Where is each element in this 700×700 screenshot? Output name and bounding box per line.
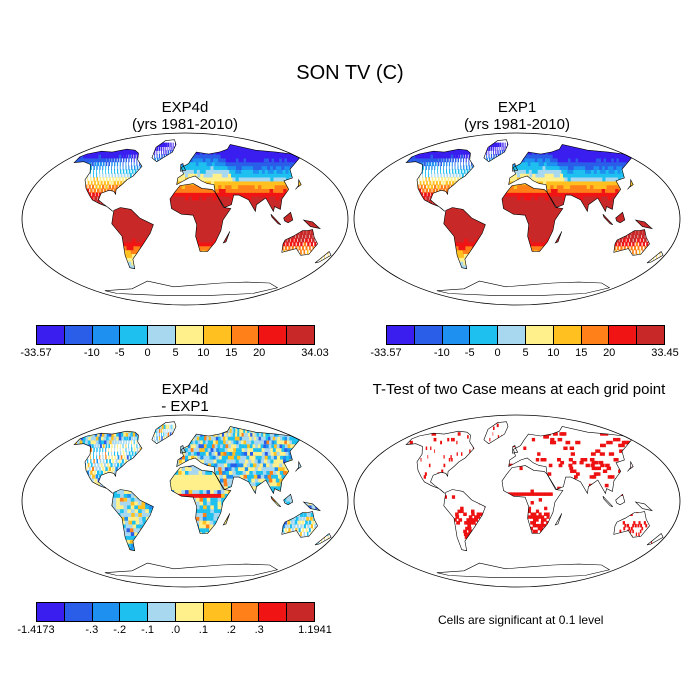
coastline-outline: [405, 139, 664, 296]
colorbar-tick-label: -5: [114, 347, 125, 359]
colorbar-tick-label: -.1: [141, 624, 155, 636]
colorbar-tick-label: 10: [197, 347, 210, 359]
panel-2-title: EXP1 (yrs 1981-2010): [352, 99, 682, 133]
colorbar-tick-label: .0: [170, 624, 181, 636]
colorbar-exp4d: [36, 325, 315, 345]
colorbar-exp1: [386, 325, 665, 345]
colorbar-swatch: [287, 326, 314, 344]
colorbar-tick-label: 10: [547, 347, 560, 359]
colorbar-swatch: [231, 326, 260, 344]
map-difference: [21, 414, 349, 588]
colorbar-swatch: [387, 326, 415, 344]
colorbar-tick-label: 20: [253, 347, 266, 359]
colorbar-swatch: [92, 326, 121, 344]
colorbar-tick-label: -.3: [85, 624, 99, 636]
colorbar-swatch: [64, 326, 93, 344]
colorbar-swatch: [498, 326, 526, 344]
colorbar-tick-label: -33.57: [370, 347, 402, 359]
colorbar-tick-label: 5: [522, 347, 529, 359]
colorbar-tick-label: -10: [83, 347, 100, 359]
panel-4-title: T-Test of two Case means at each grid po…: [342, 381, 696, 398]
land-fill: [74, 142, 332, 277]
map-exp1: [353, 132, 681, 306]
panel-4-title-line1: T-Test of two Case means at each grid po…: [372, 381, 666, 398]
colorbar-tick-label: .3: [254, 624, 264, 636]
colorbar-tick-label: 0: [494, 347, 501, 359]
colorbar-swatch: [553, 326, 582, 344]
colorbar-tick-label: -1.4173: [17, 624, 55, 636]
colorbar-difference-labels: -1.4173 -.3 -.2 -.1 .0 .1 .2 .3 1.1941: [17, 624, 331, 638]
map-border: [21, 414, 349, 588]
colorbar-swatch: [470, 326, 499, 344]
colorbar-exp1-labels: -33.57 -10 -5 0 5 10 15 20 33.45: [370, 347, 678, 361]
coastline-outline: [405, 421, 664, 578]
colorbar-tick-label: 0: [144, 347, 151, 359]
panel-2-title-line2: (yrs 1981-2010): [464, 116, 570, 133]
colorbar-tick-label: -.2: [113, 624, 127, 636]
significance-note: Cells are significant at 0.1 level: [438, 613, 604, 627]
coastline-outline: [73, 421, 332, 578]
panel-2-title-line1: EXP1: [497, 99, 537, 116]
colorbar-tick-label: 34.03: [301, 347, 329, 359]
map-ttest: [353, 414, 681, 588]
colorbar-swatch: [637, 326, 664, 344]
colorbar-tick-label: 15: [575, 347, 588, 359]
colorbar-tick-label: 1.1941: [298, 624, 332, 636]
map-exp4d: [21, 132, 349, 306]
colorbar-swatch: [148, 326, 176, 344]
colorbar-swatch: [442, 326, 471, 344]
colorbar-exp4d-labels: -33.57 -10 -5 0 5 10 15 20 34.03: [20, 347, 328, 361]
colorbar-swatch: [287, 603, 314, 621]
panel-3-title: EXP4d - EXP1: [20, 381, 350, 415]
map-border: [21, 132, 349, 306]
colorbar-difference: [36, 602, 315, 622]
colorbar-tick-label: 15: [225, 347, 238, 359]
colorbar-swatch: [203, 326, 232, 344]
colorbar-swatch: [64, 603, 93, 621]
panel-1-title: EXP4d (yrs 1981-2010): [20, 99, 350, 133]
colorbar-swatch: [37, 326, 65, 344]
panel-3-title-line1: EXP4d: [161, 381, 209, 398]
panel-1-title-line1: EXP4d: [161, 99, 209, 116]
colorbar-swatch: [231, 603, 260, 621]
colorbar-swatch: [581, 326, 610, 344]
colorbar-swatch: [175, 603, 204, 621]
colorbar-swatch: [120, 603, 149, 621]
colorbar-tick-label: 5: [172, 347, 179, 359]
colorbar-swatch: [525, 326, 554, 344]
colorbar-tick-label: -33.57: [20, 347, 52, 359]
land-fill: [74, 424, 332, 559]
land-fill: [406, 142, 664, 277]
panel-1-title-line2: (yrs 1981-2010): [132, 116, 238, 133]
colorbar-swatch: [175, 326, 204, 344]
colorbar-tick-label: .2: [226, 624, 236, 636]
colorbar-swatch: [259, 603, 288, 621]
coastline-outline: [73, 139, 332, 296]
map-border: [353, 132, 681, 306]
main-title: SON TV (C): [296, 62, 404, 84]
colorbar-tick-label: -5: [464, 347, 475, 359]
colorbar-tick-label: 20: [603, 347, 616, 359]
map-border: [353, 414, 681, 588]
colorbar-swatch: [120, 326, 149, 344]
colorbar-tick-label: 33.45: [651, 347, 679, 359]
colorbar-swatch: [203, 603, 232, 621]
colorbar-swatch: [259, 326, 288, 344]
colorbar-swatch: [414, 326, 443, 344]
colorbar-swatch: [609, 326, 638, 344]
colorbar-tick-label: -10: [433, 347, 450, 359]
colorbar-swatch: [92, 603, 121, 621]
colorbar-tick-label: .1: [198, 624, 208, 636]
colorbar-swatch: [37, 603, 65, 621]
colorbar-swatch: [148, 603, 176, 621]
panel-3-title-line2: - EXP1: [161, 398, 209, 415]
